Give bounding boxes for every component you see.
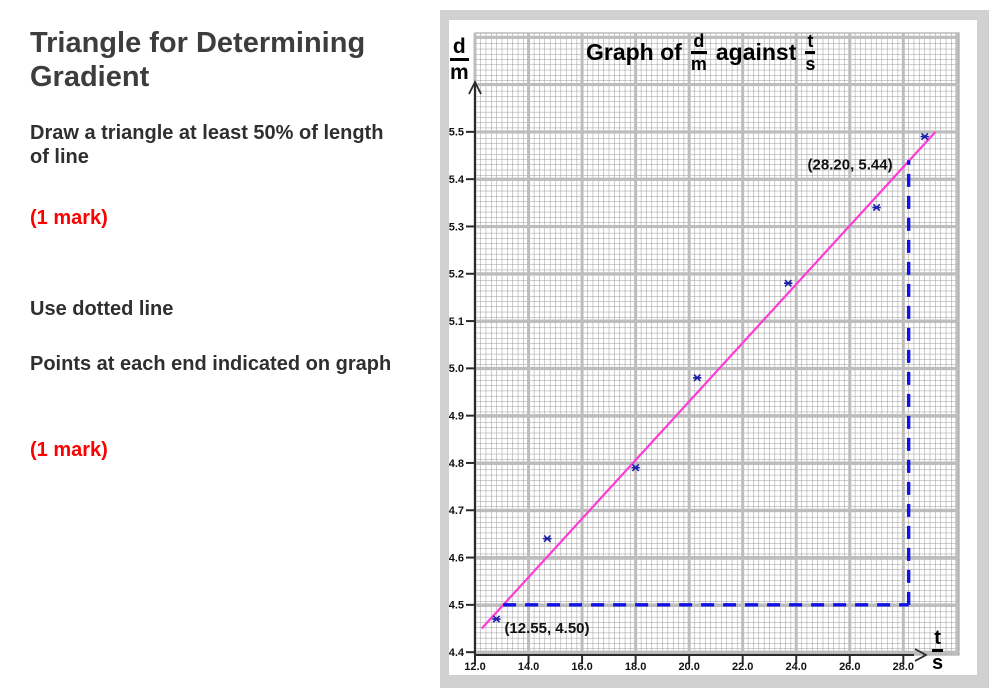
graph-panel: 4.4 4.5 4.6 4.7 4.8 4.9 5.0 5.1 5.2 5.3 5.4 5.5 12.0…	[440, 10, 989, 688]
data-point-marker	[692, 374, 702, 382]
mark-badge-2: (1 mark)	[30, 439, 108, 461]
chart-title: Graph of d m against t s	[586, 31, 816, 74]
y-tick-label: 4.5	[449, 600, 464, 612]
y-tick-label: 4.4	[449, 647, 465, 659]
mark-badge-1: (1 mark)	[30, 207, 108, 229]
x-tick-label: 22.0	[732, 661, 753, 673]
y-tick-label: 5.0	[449, 363, 464, 375]
y-tick-label: 4.7	[449, 505, 464, 517]
fraction-bar	[805, 51, 816, 54]
x-axis-label: t s	[932, 627, 944, 674]
x-tick-label: 28.0	[893, 661, 914, 673]
data-point-marker	[920, 132, 929, 141]
instruction-points-indicated: Points at each end indicated on graph	[30, 353, 392, 375]
y-axis-label: d m	[450, 35, 469, 84]
y-tick-label: 5.2	[449, 269, 464, 281]
chart: 4.4 4.5 4.6 4.7 4.8 4.9 5.0 5.1 5.2 5.3 5.4 5.5 12.0…	[449, 20, 977, 675]
page-title: Triangle for Determining Gradient	[30, 27, 366, 93]
point-coordinate-label: (12.55, 4.50)	[504, 620, 589, 637]
data-point-marker	[784, 279, 793, 287]
fraction-d-over-m: d m	[690, 31, 707, 74]
x-axis-arrow	[914, 648, 928, 662]
notes-panel: Triangle for Determining Gradient Draw a…	[30, 0, 432, 692]
y-tick-label: 4.6	[449, 552, 464, 564]
y-tick-label: 5.3	[449, 221, 464, 233]
x-tick-label: 12.0	[464, 661, 485, 673]
fraction-bar	[690, 51, 707, 54]
x-tick-label: 24.0	[786, 661, 807, 673]
point-coordinate-label: (28.20, 5.44)	[808, 157, 893, 174]
y-tick-label: 5.5	[449, 127, 464, 139]
data-point-marker	[543, 534, 552, 543]
y-axis-arrow	[468, 79, 482, 95]
x-tick-label: 18.0	[625, 661, 646, 673]
x-tick-label: 16.0	[571, 661, 592, 673]
data-point-marker	[492, 615, 501, 623]
x-tick-label: 14.0	[518, 661, 539, 673]
fraction-bar	[932, 649, 944, 652]
fraction-bar	[450, 58, 469, 61]
instruction-draw-triangle: Draw a triangle at least 50% of length o…	[30, 122, 384, 168]
fraction-t-over-s: t s	[805, 31, 816, 74]
y-tick-label: 5.4	[449, 174, 465, 186]
y-tick-label: 4.8	[449, 458, 464, 470]
x-tick-label: 26.0	[839, 661, 860, 673]
instruction-dotted-line: Use dotted line	[30, 298, 174, 320]
chart-title-middle: against	[715, 39, 797, 65]
grid-fine	[474, 32, 960, 656]
chart-title-prefix: Graph of	[586, 39, 682, 65]
y-tick-label: 5.1	[449, 316, 464, 328]
chart-svg: 4.4 4.5 4.6 4.7 4.8 4.9 5.0 5.1 5.2 5.3 5.4 5.5 12.0…	[449, 32, 960, 673]
data-point-marker	[872, 203, 881, 212]
x-tick-label: 20.0	[678, 661, 699, 673]
y-tick-label: 4.9	[449, 410, 464, 422]
best-fit-line	[480, 131, 937, 630]
graph-paper: 4.4 4.5 4.6 4.7 4.8 4.9 5.0 5.1 5.2 5.3 5.4 5.5 12.0…	[449, 20, 977, 675]
data-point-marker	[631, 463, 640, 472]
